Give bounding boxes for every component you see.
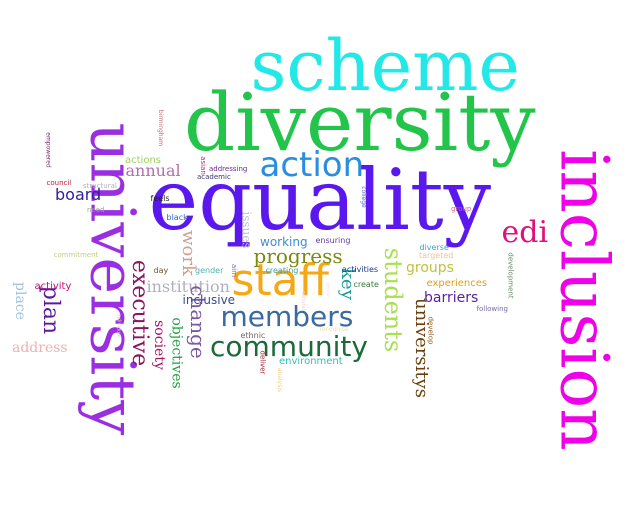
word-students: students bbox=[379, 247, 408, 353]
word-annual: annual bbox=[125, 161, 181, 180]
word-executive: executive bbox=[127, 259, 153, 367]
word-targeted: targeted bbox=[419, 251, 454, 260]
word-edi: edi bbox=[501, 215, 549, 250]
word-objectives: objectives bbox=[168, 317, 185, 389]
word-academic: academic bbox=[197, 172, 231, 181]
word-working: working bbox=[260, 235, 308, 249]
word-gender: gender bbox=[195, 266, 224, 275]
word-cultural: cultural bbox=[299, 290, 306, 310]
word-activity: activity bbox=[34, 281, 72, 292]
word-develop: develop bbox=[426, 316, 435, 344]
word-staff: staff bbox=[231, 255, 329, 306]
word-actions: actions bbox=[125, 155, 161, 166]
word-analysis: analysis bbox=[276, 367, 284, 393]
word-sector: sector bbox=[324, 281, 331, 297]
word-feels: feels bbox=[150, 194, 170, 203]
word-commitment: commitment bbox=[53, 250, 99, 259]
word-community: community bbox=[210, 330, 368, 363]
word-progress: progress bbox=[253, 244, 343, 268]
word-action: action bbox=[259, 145, 365, 185]
word-recognise: recognise bbox=[319, 326, 349, 333]
word-society: society bbox=[150, 320, 167, 370]
word-deliver: deliver bbox=[258, 350, 267, 374]
word-address: address bbox=[12, 340, 68, 356]
word-asian: asian bbox=[198, 155, 207, 175]
word-aim: aim bbox=[229, 263, 238, 277]
word-universitys: universitys bbox=[411, 297, 433, 399]
word-place: place bbox=[11, 282, 28, 320]
word-council: council bbox=[46, 178, 72, 187]
word-day: day bbox=[153, 266, 169, 275]
word-ethnic: ethnic bbox=[240, 331, 266, 340]
word-creating: creating bbox=[265, 266, 299, 275]
word-following: following bbox=[476, 304, 508, 313]
word-issues: issues bbox=[239, 211, 254, 249]
word-college: college bbox=[359, 186, 367, 208]
word-equality: equality bbox=[148, 151, 492, 249]
word-inclusion: inclusion bbox=[545, 149, 623, 451]
word-barriers: barriers bbox=[424, 290, 479, 306]
word-structural: structural bbox=[83, 181, 117, 190]
word-development: development bbox=[506, 251, 515, 299]
word-diversity: diversity bbox=[184, 76, 536, 169]
word-groups: groups bbox=[406, 260, 454, 276]
word-birmingham: birmingham bbox=[157, 109, 165, 147]
word-empowered: empowered bbox=[44, 132, 52, 168]
word-scheme: scheme bbox=[250, 25, 520, 107]
word-environment: environment bbox=[279, 356, 343, 367]
word-addressing: addressing bbox=[209, 164, 248, 173]
word-activities: activities bbox=[342, 265, 379, 274]
word-inclusive: inclusive bbox=[182, 293, 236, 307]
word-group: group bbox=[451, 204, 472, 213]
word-black: black bbox=[166, 213, 188, 222]
word-diverse: diverse bbox=[419, 243, 449, 252]
word-ensuring: ensuring bbox=[315, 236, 351, 245]
word-create: create bbox=[353, 280, 379, 289]
word-institution: institution bbox=[146, 277, 230, 296]
word-members: members bbox=[220, 300, 354, 333]
word-board: board bbox=[55, 185, 102, 204]
word-experiences: experiences bbox=[426, 278, 488, 289]
word-individual: individual bbox=[115, 312, 122, 338]
word-need: need bbox=[87, 205, 105, 214]
word-plan: plan bbox=[38, 285, 64, 335]
